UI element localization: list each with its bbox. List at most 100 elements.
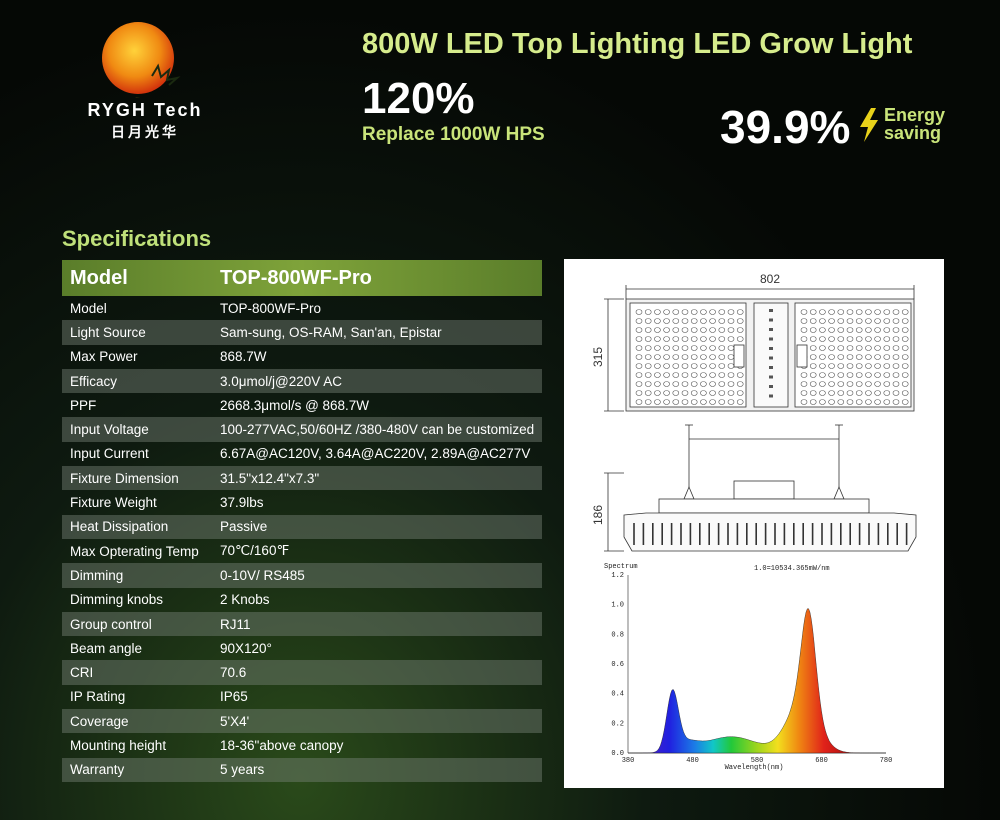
led-chip bbox=[718, 345, 726, 351]
led-chip bbox=[837, 309, 845, 315]
led-chip bbox=[865, 318, 872, 324]
spec-value: 2 Knobs bbox=[220, 592, 270, 608]
led-chip bbox=[819, 381, 826, 387]
spec-row: Fixture Weight 37.9lbs bbox=[62, 490, 542, 514]
spectrum-xlabel: Wavelength(nm) bbox=[725, 764, 784, 772]
spec-label: Dimming knobs bbox=[70, 592, 164, 608]
led-chip bbox=[855, 372, 863, 378]
led-chip bbox=[837, 399, 845, 405]
led-chip bbox=[663, 390, 670, 396]
led-chip bbox=[892, 354, 900, 360]
led-chip bbox=[736, 399, 744, 405]
spec-label: IP Rating bbox=[70, 689, 126, 705]
led-chip bbox=[892, 309, 900, 315]
led-chip bbox=[892, 318, 900, 324]
led-chip bbox=[901, 309, 909, 315]
spec-row: Input Voltage 100-277VAC,50/60HZ /380-480… bbox=[62, 417, 542, 442]
led-chip bbox=[809, 363, 817, 369]
led-chip bbox=[855, 381, 863, 387]
led-chip bbox=[654, 354, 661, 360]
led-chip bbox=[690, 318, 698, 324]
led-chip bbox=[892, 381, 900, 387]
led-chip bbox=[644, 345, 652, 351]
led-chip bbox=[865, 336, 872, 342]
led-chip bbox=[837, 336, 845, 342]
led-chip bbox=[874, 318, 881, 324]
led-chip bbox=[865, 381, 872, 387]
led-chip bbox=[709, 327, 716, 333]
led-chip bbox=[883, 381, 891, 387]
led-chip bbox=[892, 345, 900, 351]
led-chip bbox=[846, 336, 854, 342]
led-chip bbox=[837, 354, 845, 360]
led-chip bbox=[700, 354, 707, 360]
led-chip bbox=[736, 390, 744, 396]
saving-percent: 39.9% bbox=[720, 101, 851, 153]
spectrum-x-tick: 480 bbox=[686, 757, 699, 765]
spec-value: RJ11 bbox=[220, 616, 251, 632]
led-chip bbox=[846, 363, 854, 369]
spectrum-x-tick: 680 bbox=[815, 757, 828, 765]
led-chip bbox=[635, 336, 643, 342]
led-chip bbox=[837, 381, 845, 387]
led-chip bbox=[672, 318, 680, 324]
led-chip bbox=[892, 390, 900, 396]
led-chip bbox=[663, 327, 670, 333]
spec-label: Coverage bbox=[70, 713, 129, 729]
dimension-width: 802 bbox=[760, 272, 780, 286]
spec-row: PPF 2668.3μmol/s @ 868.7W bbox=[62, 393, 542, 417]
led-chip bbox=[663, 309, 670, 315]
led-chip bbox=[800, 318, 808, 324]
led-chip bbox=[874, 363, 881, 369]
led-chip bbox=[819, 363, 826, 369]
led-chip bbox=[828, 390, 835, 396]
spec-label: Heat Dissipation bbox=[70, 519, 169, 535]
led-chip bbox=[718, 399, 726, 405]
led-chip bbox=[800, 372, 808, 378]
led-chip bbox=[809, 381, 817, 387]
fixture-dimension-drawing: 802 315 186 Spectrum 1.0=10534.365mW/nm … bbox=[591, 272, 917, 772]
driver-mark bbox=[769, 356, 773, 360]
technical-drawing: 802 315 186 Spectrum 1.0=10534.365mW/nm … bbox=[564, 259, 944, 788]
led-chip bbox=[672, 354, 680, 360]
led-chip bbox=[644, 354, 652, 360]
led-chip bbox=[874, 354, 881, 360]
led-chip bbox=[690, 354, 698, 360]
led-chip bbox=[681, 309, 689, 315]
led-chip bbox=[654, 336, 661, 342]
led-chip bbox=[635, 354, 643, 360]
led-chip bbox=[672, 309, 680, 315]
led-chip bbox=[663, 336, 670, 342]
spec-value: 868.7W bbox=[220, 349, 267, 365]
led-chip bbox=[644, 363, 652, 369]
led-chip bbox=[663, 399, 670, 405]
led-chip bbox=[809, 318, 817, 324]
spec-row: Max Power 868.7W bbox=[62, 345, 542, 369]
led-chip bbox=[644, 372, 652, 378]
led-chip bbox=[901, 354, 909, 360]
led-chip bbox=[846, 345, 854, 351]
driver-mark bbox=[769, 309, 773, 312]
led-chip bbox=[837, 318, 845, 324]
led-chip bbox=[883, 390, 891, 396]
led-chip bbox=[809, 345, 817, 351]
led-chip bbox=[635, 363, 643, 369]
led-chip bbox=[865, 390, 872, 396]
led-chip bbox=[846, 318, 854, 324]
led-chip bbox=[681, 363, 689, 369]
led-chip bbox=[865, 354, 872, 360]
led-chip bbox=[837, 372, 845, 378]
spec-label: Max Power bbox=[70, 349, 138, 365]
led-chip bbox=[681, 399, 689, 405]
led-chip bbox=[709, 399, 716, 405]
brand-name-cn: 日月光华 bbox=[111, 124, 179, 140]
spectrum-y-tick: 0.2 bbox=[611, 720, 624, 728]
led-chip bbox=[874, 309, 881, 315]
dimension-height: 186 bbox=[591, 505, 605, 525]
driver-mark bbox=[769, 328, 773, 331]
led-chip bbox=[736, 318, 744, 324]
led-chip bbox=[809, 336, 817, 342]
led-chip bbox=[736, 336, 744, 342]
led-chip bbox=[654, 327, 661, 333]
specifications-heading: Specifications bbox=[62, 226, 212, 251]
